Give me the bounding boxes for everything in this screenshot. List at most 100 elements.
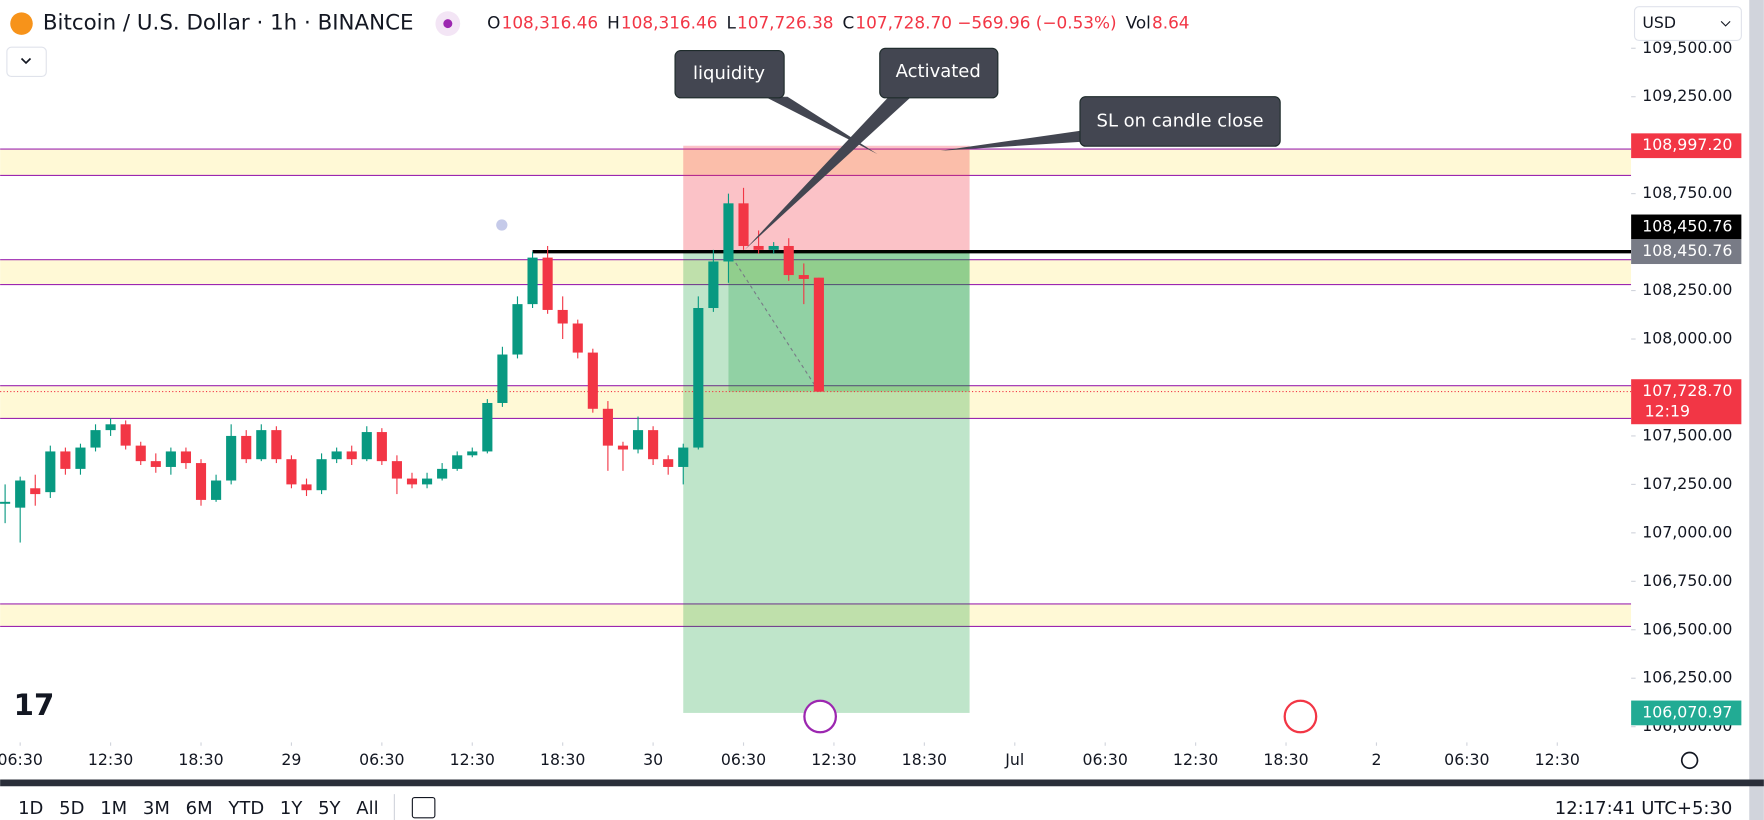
x-tick-label: 12:30 [811,750,856,769]
open-pnl [728,251,970,392]
candle-body [286,459,297,485]
x-tick-label: 30 [643,750,663,769]
price-label-text: 108,450.76 [1642,216,1732,235]
clock: 12:17:41 UTC+5:30 [1555,798,1733,819]
x-tick-label: 18:30 [902,750,947,769]
candle-body [211,480,222,500]
candle-body [361,432,372,460]
range-button[interactable]: All [356,798,378,819]
candle-body [798,275,809,279]
coin-icon [10,12,33,35]
callout [674,50,785,99]
x-tick-label: 29 [281,750,301,769]
candle-body [75,447,86,469]
price-label-sub: 12:19 [1645,401,1690,420]
range-button[interactable]: 6M [186,798,213,819]
currency-select[interactable] [1633,6,1742,42]
candle-body [15,480,26,508]
candle-body [542,257,553,310]
y-tick-label: 108,750.00 [1642,183,1732,202]
candle-body [0,501,11,504]
range-button[interactable]: 1D [18,798,43,819]
candle-body [60,451,71,469]
candle-body [165,451,176,467]
calendar-icon [411,796,436,819]
ohlc-value: 107,728.70 −569.96 (−0.53%) [855,13,1116,33]
candle-body [482,402,493,452]
candle-body [497,354,508,403]
candle-body [180,451,192,464]
zone [0,603,1632,627]
x-tick-label: 12:30 [1173,750,1218,769]
x-tick-label: 12:30 [1535,750,1580,769]
ohlc-value: 108,316.46 [621,13,718,33]
chevron [20,57,32,65]
price-label [1631,239,1742,265]
x-tick-label: 12:30 [88,750,133,769]
x-tick-label: 2 [1371,750,1381,769]
settings-icon[interactable] [1680,751,1699,770]
ohlc-key: H [607,13,620,33]
header: Bitcoin / U.S. Dollar · 1h · BINANCE O 10… [10,11,1190,36]
price-label-text: 108,450.76 [1642,241,1732,260]
range-button[interactable]: 5Y [318,798,341,819]
y-tick-label: 107,500.00 [1642,425,1732,444]
x-tick-label: 18:30 [1263,750,1308,769]
y-tick-label: 108,250.00 [1642,280,1732,299]
range-button[interactable]: 5D [59,798,84,819]
ohlc-value: 108,316.46 [502,13,599,33]
candle-body [331,451,342,460]
candle-body [678,447,689,467]
candle-body [195,463,207,500]
trade-path [727,251,820,392]
candle-body [421,478,433,485]
x-tick-label: 06:30 [0,750,43,769]
callout-text: Activated [896,61,981,82]
ohlc-key: C [843,13,855,33]
candle-body [406,478,418,485]
candle-body [90,430,101,448]
candle-body [301,484,312,491]
range-button[interactable]: 1Y [280,798,303,819]
candle-body [226,435,237,481]
candle-body [693,308,704,448]
y-tick-label: 109,250.00 [1642,86,1732,105]
x-tick-label: 18:30 [178,750,223,769]
range-button[interactable]: 1M [100,798,127,819]
event-icon [1283,699,1318,734]
separator [0,779,1764,787]
price-label [1631,379,1742,425]
ohlc-key: L [726,13,736,33]
price-label [1631,133,1742,159]
callout [1079,96,1281,147]
candle-body [587,352,598,409]
candle-body [632,430,644,450]
candle-body [316,459,327,491]
currency: USD [1642,13,1676,32]
logo: 17 [14,688,55,722]
candle-body [512,304,523,355]
y-tick-label: 107,000.00 [1642,522,1732,541]
candle-body [527,257,538,305]
range-button[interactable]: YTD [227,798,264,819]
x-tick-label: 12:30 [450,750,495,769]
candle-body [813,277,824,392]
edge [1749,0,1764,820]
candle-body [617,445,629,450]
candle-body [105,424,116,431]
zone [0,149,1632,176]
target-zone [683,251,970,713]
candle-body [256,430,267,460]
ohlc-key: Vol [1126,13,1151,33]
candle-body [150,461,161,467]
candle-body [241,435,252,460]
y-tick-label: 106,750.00 [1642,571,1732,590]
y-axis: 109,500.00 109,250.00 108,750.00 108,250.00… [1631,38,1742,735]
candle-body [768,245,779,250]
ohlc-value: 107,726.38 [737,13,834,33]
candle-body [346,451,357,460]
range-button[interactable]: 3M [143,798,170,819]
x-tick-label: 06:30 [1083,750,1128,769]
